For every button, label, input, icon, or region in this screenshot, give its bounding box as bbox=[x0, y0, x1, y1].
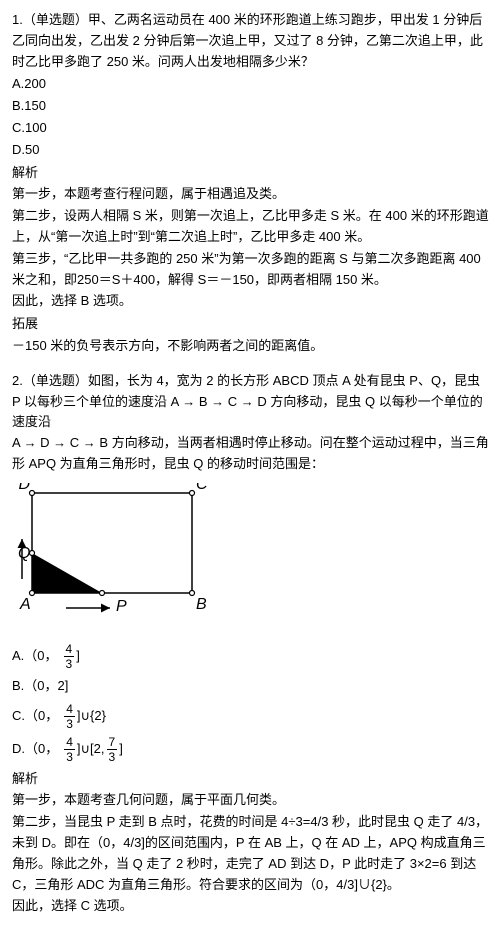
q1-option-c[interactable]: C.100 bbox=[12, 118, 492, 139]
q1-stem: 1.（单选题）甲、乙两名运动员在 400 米的环形跑道上练习跑步，甲出发 1 分… bbox=[12, 10, 492, 72]
opt-c-suffix: ]∪{2} bbox=[77, 706, 106, 727]
q1-option-b[interactable]: B.150 bbox=[12, 96, 492, 117]
q1-conclusion: 因此，选择 B 选项。 bbox=[12, 291, 492, 312]
q2-figure: D C A B Q P bbox=[12, 483, 492, 633]
q1-option-d[interactable]: D.50 bbox=[12, 140, 492, 161]
q1-step1: 第一步，本题考查行程问题，属于相遇追及类。 bbox=[12, 184, 492, 205]
opt-c-frac: 4 3 bbox=[64, 703, 75, 730]
q2-step2: 第二步，当昆虫 P 走到 B 点时，花费的时间是 4÷3=4/3 秒，此时昆虫 … bbox=[12, 812, 492, 895]
opt-d-frac1: 4 3 bbox=[64, 736, 75, 763]
opt-d-prefix: D.（0， bbox=[12, 739, 58, 760]
q2-option-b[interactable]: B.（0，2] bbox=[12, 676, 492, 697]
opt-a-prefix: A.（0， bbox=[12, 646, 58, 667]
opt-d-mid: ]∪[2, bbox=[77, 739, 105, 760]
svg-text:Q: Q bbox=[18, 545, 30, 562]
opt-a-suffix: ] bbox=[76, 646, 80, 667]
q1-analysis-label: 解析 bbox=[12, 163, 492, 184]
q1-ext: －150 米的负号表示方向，不影响两者之间的距离值。 bbox=[12, 336, 492, 357]
opt-b-text: B.（0，2] bbox=[12, 676, 68, 697]
opt-a-frac: 4 3 bbox=[64, 643, 75, 670]
q2-analysis-label: 解析 bbox=[12, 769, 492, 790]
q2-path2: A → D → C → B bbox=[12, 435, 108, 450]
q2-path1: A → B → C → D bbox=[171, 394, 267, 409]
opt-d-frac2: 7 3 bbox=[107, 736, 118, 763]
q1-option-a[interactable]: A.200 bbox=[12, 74, 492, 95]
svg-text:A: A bbox=[19, 596, 31, 613]
q2-stem: 2.（单选题）如图，长为 4，宽为 2 的长方形 ABCD 顶点 A 处有昆虫 … bbox=[12, 371, 492, 475]
q2-option-a[interactable]: A.（0， 4 3 ] bbox=[12, 643, 492, 670]
q1-step3: 第三步，“乙比甲一共多跑的 250 米”为第一次多跑的距离 S 与第二次多跑距离… bbox=[12, 249, 492, 291]
svg-text:C: C bbox=[196, 483, 208, 493]
q2-diagram: D C A B Q P bbox=[12, 483, 222, 633]
q1-step2: 第二步，设两人相隔 S 米，则第一次追上，乙比甲多走 S 米。在 400 米的环… bbox=[12, 206, 492, 248]
svg-text:D: D bbox=[18, 483, 30, 493]
q2-option-c[interactable]: C.（0， 4 3 ]∪{2} bbox=[12, 703, 492, 730]
opt-c-prefix: C.（0， bbox=[12, 706, 58, 727]
q1-ext-label: 拓展 bbox=[12, 314, 492, 335]
svg-text:P: P bbox=[116, 598, 127, 615]
svg-text:B: B bbox=[196, 596, 207, 613]
q2-conclusion: 因此，选择 C 选项。 bbox=[12, 896, 492, 917]
q2-step1: 第一步，本题考查几何问题，属于平面几何类。 bbox=[12, 790, 492, 811]
opt-d-suffix: ] bbox=[119, 739, 123, 760]
q2-option-d[interactable]: D.（0， 4 3 ]∪[2, 7 3 ] bbox=[12, 736, 492, 763]
